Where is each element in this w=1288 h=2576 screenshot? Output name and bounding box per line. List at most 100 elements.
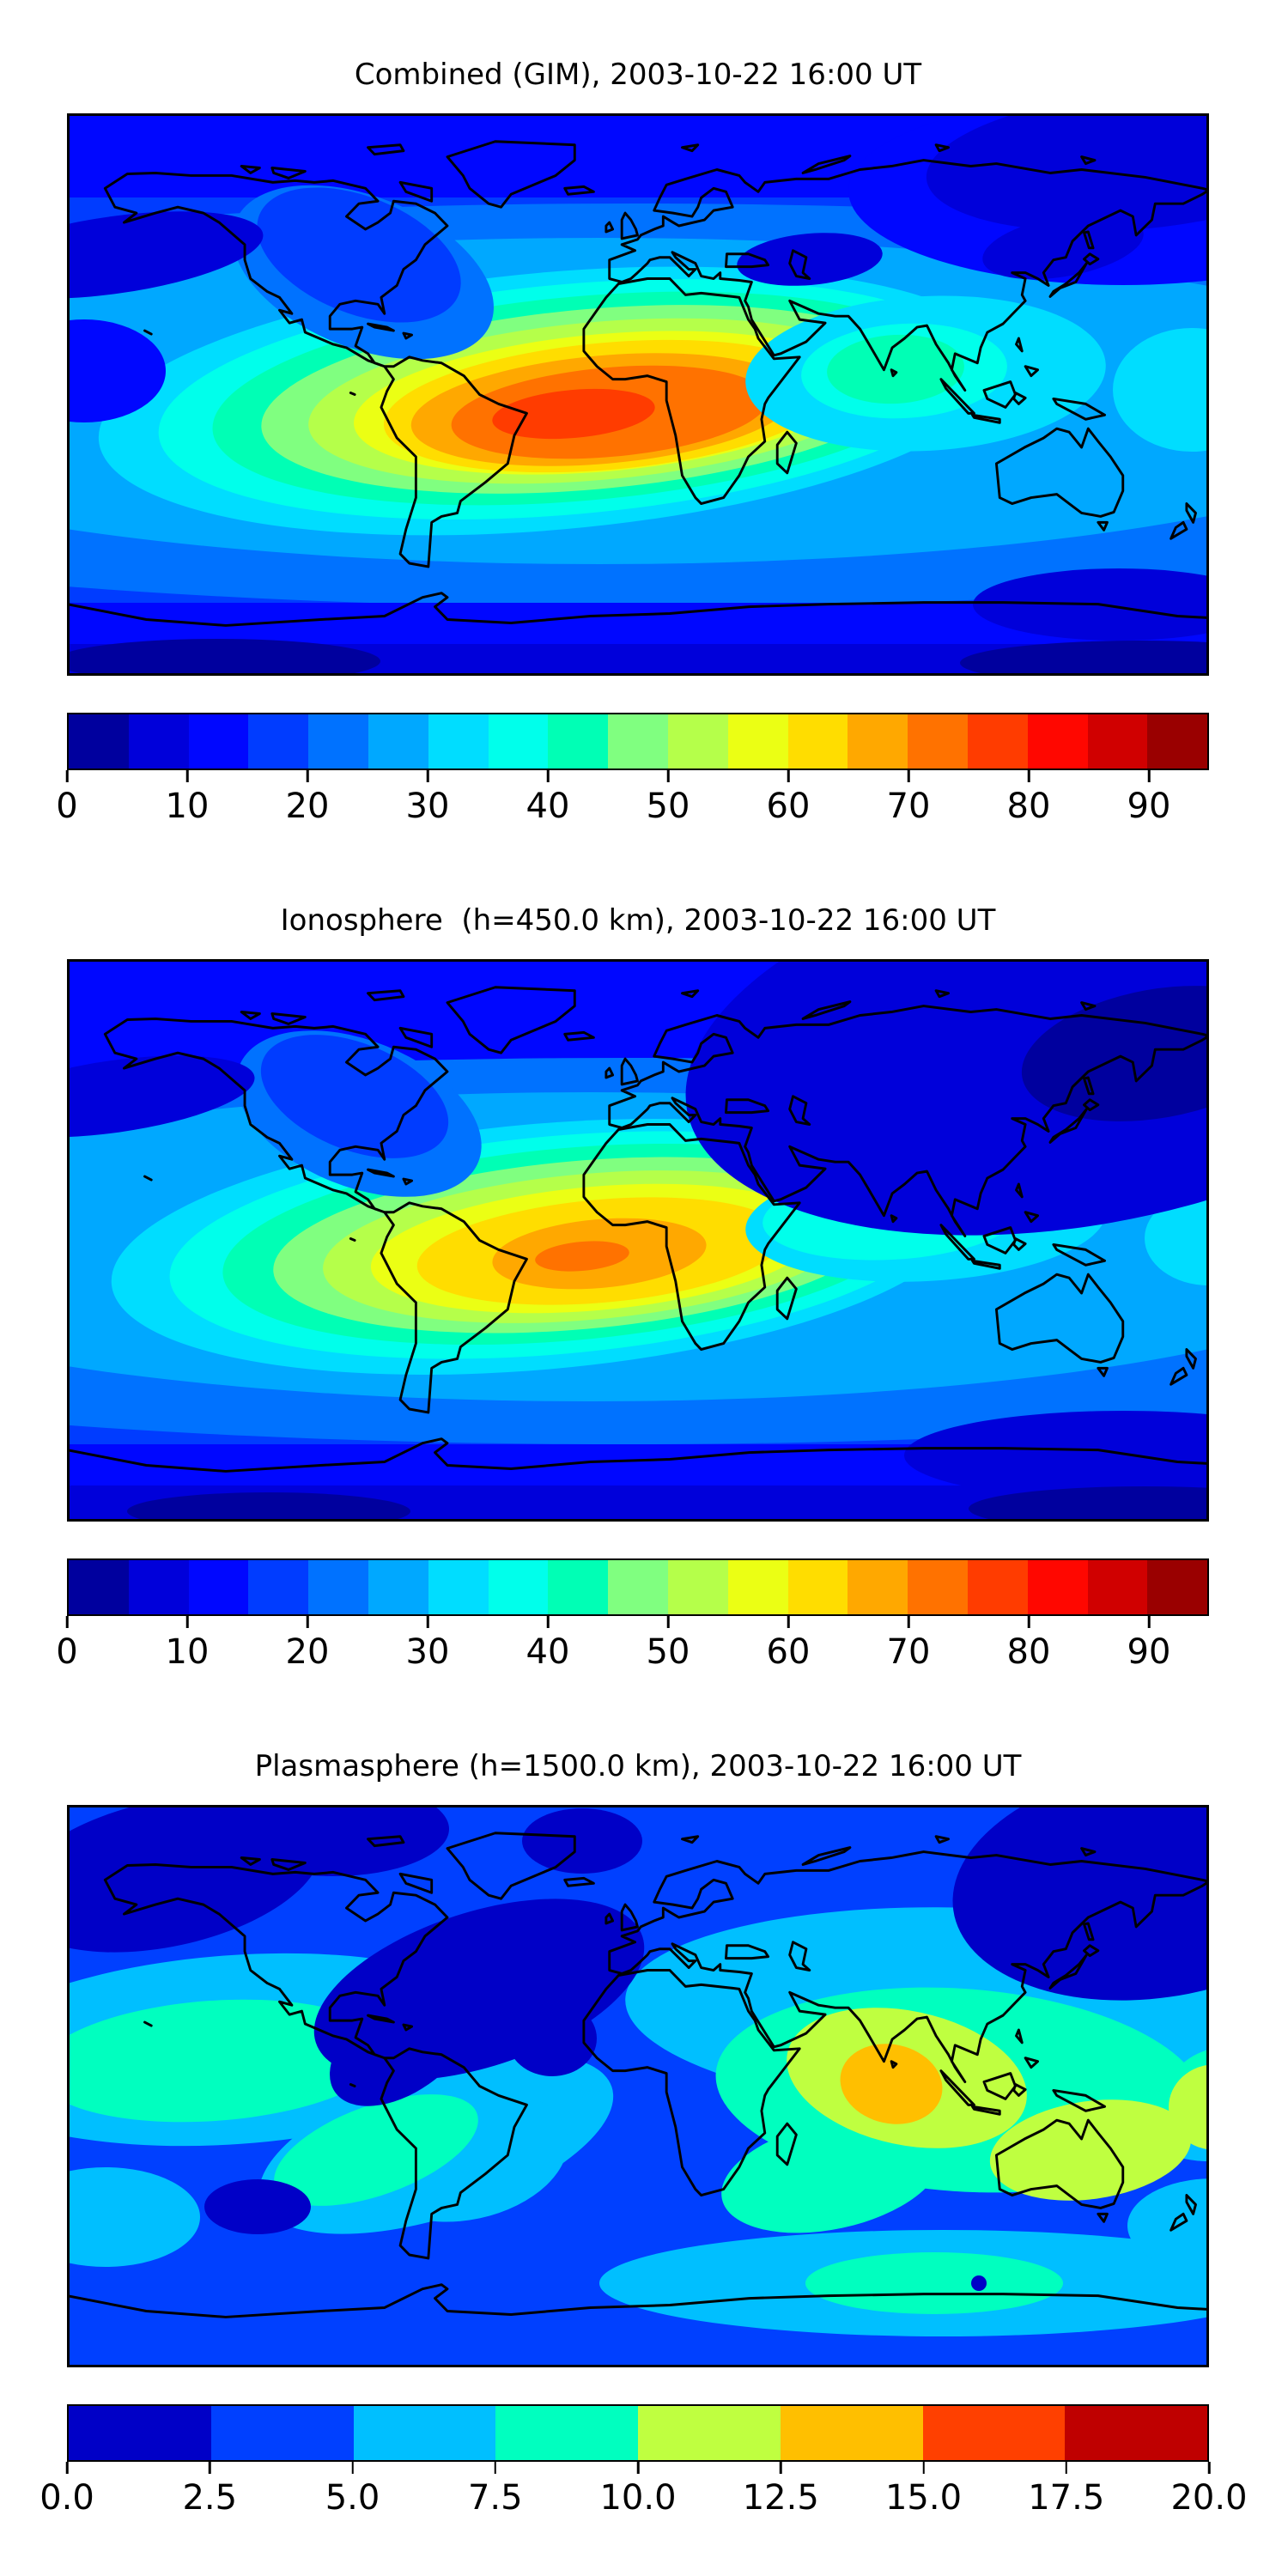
colorbar-segment [1087, 1560, 1148, 1614]
colorbar-tick-label: 17.5 [1028, 2478, 1105, 2518]
colorbar-tick-label: 2.5 [182, 2478, 238, 2518]
colorbar-tick-label: 80 [1006, 1632, 1051, 1672]
colorbar-tick-label: 20 [285, 787, 330, 826]
colorbar-segment [667, 1560, 728, 1614]
secondary-enhancements [745, 295, 1209, 452]
colorbar-tick-mark [351, 2462, 354, 2474]
colorbar-segment [727, 714, 788, 769]
panel2-title: Ionosphere (h=450.0 km), 2003-10-22 16:0… [280, 903, 996, 938]
colorbar-tick-mark [185, 1616, 189, 1628]
polar-dark-patches [67, 959, 1209, 1236]
colorbar-segment [908, 1560, 968, 1614]
contour-field-ionosphere [67, 959, 1209, 1522]
colorbar-tick-mark [1147, 1616, 1151, 1628]
colorbar-tick-mark [1207, 2462, 1211, 2474]
colorbar-tick-mark [1027, 770, 1030, 782]
colorbar-tick-mark [306, 1616, 309, 1628]
colorbar-segment [608, 1560, 668, 1614]
colorbar-ticks-panel-2: 0 10 20 30 40 50 60 70 80 90 [56, 1616, 1209, 1710]
colorbar-segment [967, 1560, 1028, 1614]
colorbar-tick-label: 90 [1127, 787, 1171, 826]
colorbar-segment [848, 714, 908, 769]
colorbar-segment [1147, 1560, 1208, 1614]
colorbar-segment [787, 714, 848, 769]
colorbar-segment [548, 714, 609, 769]
plasmasphere-peak [840, 2044, 943, 2124]
colorbar-segment [787, 1560, 848, 1614]
colorbar-tick-label: 15.0 [884, 2478, 963, 2518]
colorbar-tick-label: 90 [1127, 1632, 1171, 1672]
colorbar-segment [495, 2406, 638, 2460]
colorbar-tick-mark [907, 1616, 910, 1628]
colorbar-tick-label: 80 [1006, 787, 1051, 826]
colorbar-tick-label: 50 [646, 1632, 690, 1672]
colorbar-tick-mark [780, 2462, 782, 2474]
colorbar-tick-mark [787, 1616, 790, 1628]
colorbar-segment [922, 2406, 1066, 2460]
colorbar-segment [848, 1560, 908, 1614]
panel3-title: Plasmasphere (h=1500.0 km), 2003-10-22 1… [254, 1749, 1022, 1783]
colorbar-tick-label: 70 [886, 787, 931, 826]
colorbar-segment [69, 1560, 129, 1614]
colorbar-segment [210, 2406, 354, 2460]
colorbar-tick-mark [1065, 2462, 1067, 2474]
colorbar-segment [908, 714, 968, 769]
colorbar-tick-mark [546, 770, 550, 782]
colorbar-panel-2 [67, 1558, 1209, 1616]
colorbar-tick-label: 0 [56, 1632, 78, 1672]
colorbar-segment [428, 1560, 489, 1614]
colorbar-segment [69, 2406, 211, 2460]
colorbar-segment [1147, 714, 1208, 769]
colorbar-segment [248, 1560, 309, 1614]
colorbar-tick-label: 10 [165, 1632, 210, 1672]
colorbar-panel-1 [67, 713, 1209, 770]
colorbar-segment [780, 2406, 923, 2460]
world-map-panel-3 [67, 1805, 1209, 2367]
world-map-panel-1 [67, 113, 1209, 676]
colorbar-segment [1087, 714, 1148, 769]
colorbar-tick-label: 70 [886, 1632, 931, 1672]
colorbar-tick-label: 30 [405, 787, 450, 826]
colorbar-segment [128, 714, 189, 769]
world-map-panel-2 [67, 959, 1209, 1522]
colorbar-tick-label: 10.0 [599, 2478, 677, 2518]
colorbar-tick-label: 0 [56, 787, 78, 826]
colorbar-segment [608, 714, 668, 769]
colorbar-tick-label: 30 [405, 1632, 450, 1672]
colorbar-panel-3 [67, 2404, 1209, 2462]
colorbar-tick-mark [426, 1616, 429, 1628]
panel1-title: Combined (GIM), 2003-10-22 16:00 UT [354, 58, 922, 92]
colorbar-tick-label: 7.5 [467, 2478, 523, 2518]
colorbar-ticks-panel-1: 0 10 20 30 40 50 60 70 80 90 [56, 770, 1209, 865]
dark-navy-minima [67, 1805, 1209, 2291]
colorbar-tick-mark [494, 2462, 496, 2474]
colorbar-segment [638, 2406, 781, 2460]
colorbar-tick-label: 0.0 [39, 2478, 94, 2518]
colorbar-segment [69, 714, 129, 769]
colorbar-tick-label: 40 [526, 787, 570, 826]
colorbar-tick-mark [185, 770, 189, 782]
colorbar-tick-mark [636, 2462, 640, 2474]
colorbar-segment [548, 1560, 609, 1614]
map-border [67, 1805, 1209, 2367]
polar-dark-patches [67, 113, 1209, 422]
colorbar-segment [488, 714, 549, 769]
colorbar-tick-label: 20 [285, 1632, 330, 1672]
colorbar-segment [188, 714, 249, 769]
colorbar-tick-mark [666, 1616, 670, 1628]
colorbar-segment [368, 714, 428, 769]
colorbar-segment [967, 714, 1028, 769]
colorbar-tick-mark [65, 1616, 69, 1628]
colorbar-segment [1027, 714, 1088, 769]
colorbar-tick-mark [666, 770, 670, 782]
colorbar-segment [188, 1560, 249, 1614]
colorbar-tick-label: 60 [766, 1632, 811, 1672]
colorbar-tick-label: 12.5 [742, 2478, 819, 2518]
colorbar-tick-label: 10 [165, 787, 210, 826]
colorbar-tick-mark [546, 1616, 550, 1628]
colorbar-tick-mark [907, 770, 910, 782]
colorbar-segment [428, 714, 489, 769]
colorbar-tick-mark [426, 770, 429, 782]
contour-field-combined [67, 113, 1209, 676]
colorbar-tick-label: 60 [766, 787, 811, 826]
